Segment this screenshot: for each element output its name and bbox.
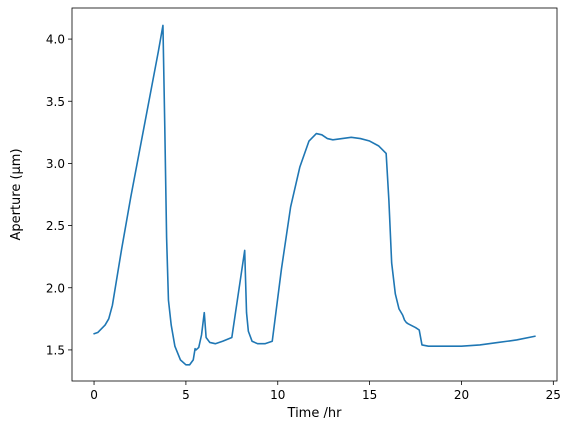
y-axis-ticks: 1.5 2.0 2.5 3.0 3.5 4.0: [46, 33, 72, 357]
y-axis-label: Aperture (µm): [9, 148, 24, 240]
x-axis-ticks: 0 5 10 15 20 25: [90, 381, 561, 402]
y-tick-label: 2.5: [46, 219, 65, 233]
y-tick-label: 3.0: [46, 157, 65, 171]
y-tick-label: 4.0: [46, 33, 65, 47]
x-tick-label: 5: [182, 388, 190, 402]
plot-frame: [71, 7, 558, 382]
y-tick-label: 3.5: [46, 95, 65, 109]
x-axis-label: Time /hr: [287, 406, 343, 421]
series-line-0: [93, 24, 536, 366]
x-tick-label: 0: [90, 388, 98, 402]
x-tick-label: 10: [270, 388, 285, 402]
plot-area-background: [72, 8, 557, 381]
y-tick-label: 1.5: [46, 343, 65, 357]
x-tick-label: 25: [546, 388, 561, 402]
x-tick-label: 15: [362, 388, 377, 402]
y-tick-label: 2.0: [46, 281, 65, 295]
x-tick-label: 20: [454, 388, 469, 402]
